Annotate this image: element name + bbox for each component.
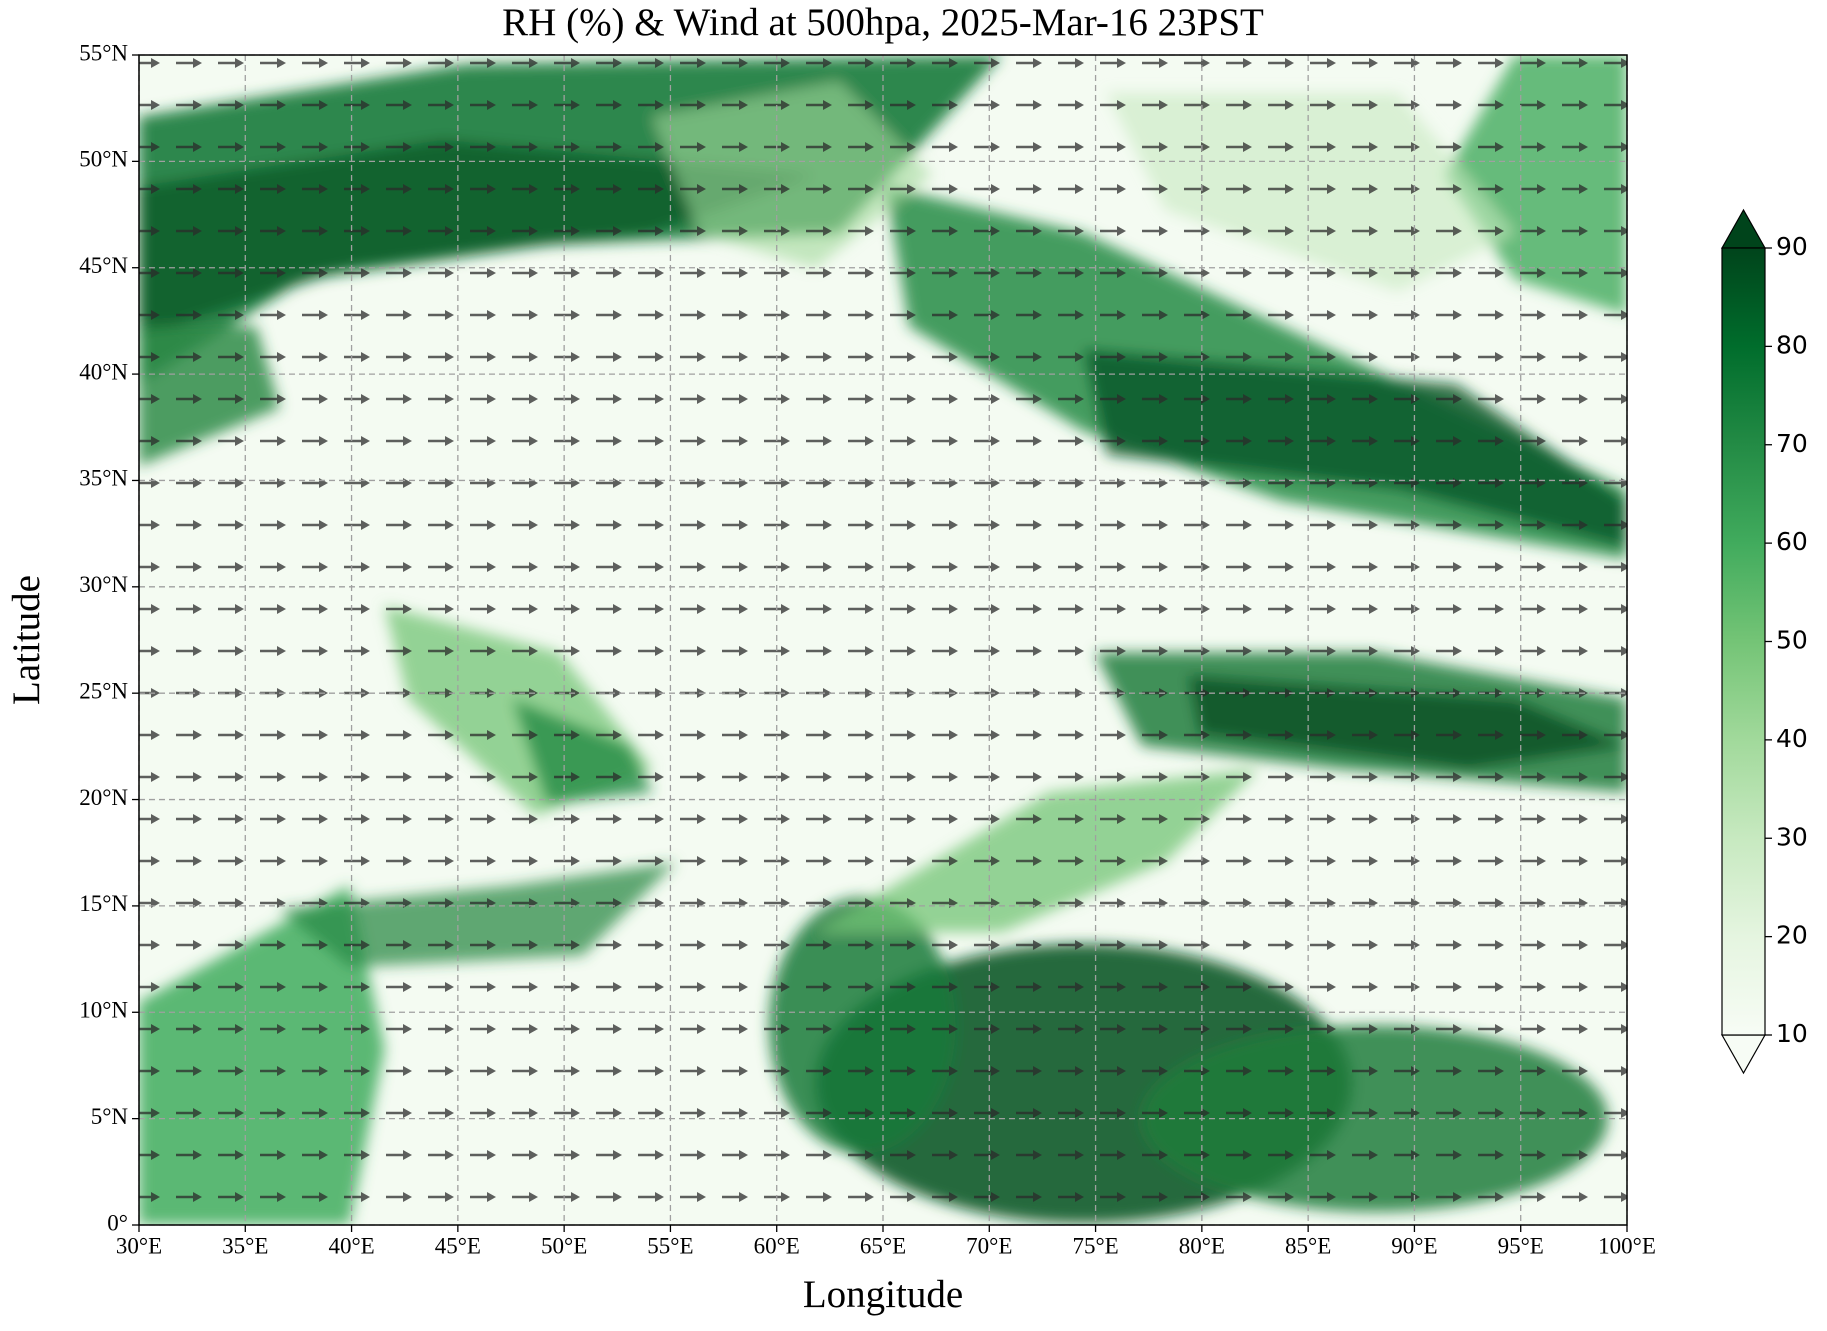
x-tick-label: 55°E bbox=[647, 1233, 693, 1258]
x-tick-label: 90°E bbox=[1391, 1233, 1437, 1258]
colorbar-body bbox=[1721, 247, 1766, 1036]
x-tick-label: 60°E bbox=[754, 1233, 800, 1258]
y-tick-label: 30°N bbox=[79, 572, 128, 597]
y-tick-label: 25°N bbox=[79, 678, 128, 703]
y-tick-label: 10°N bbox=[79, 998, 128, 1023]
colorbar-tick-label: 20 bbox=[1776, 921, 1808, 950]
x-axis-label: Longitude bbox=[803, 1273, 963, 1316]
y-axis-label: Latitude bbox=[5, 575, 48, 705]
y-tick-label: 40°N bbox=[79, 359, 128, 384]
colorbar-tick-label: 50 bbox=[1776, 626, 1808, 655]
x-tick-label: 30°E bbox=[116, 1233, 162, 1258]
x-tick-label: 85°E bbox=[1285, 1233, 1331, 1258]
colorbar-tick-label: 90 bbox=[1776, 232, 1808, 261]
colorbar-tick-label: 70 bbox=[1776, 429, 1808, 458]
x-tick-label: 70°E bbox=[966, 1233, 1012, 1258]
y-tick-label: 45°N bbox=[79, 253, 128, 278]
x-tick-label: 35°E bbox=[222, 1233, 268, 1258]
colorbar: 10 20 30 40 50 60 70 80 90 bbox=[1720, 208, 1808, 1075]
x-tick-label: 50°E bbox=[541, 1233, 587, 1258]
x-tick-label: 40°E bbox=[328, 1233, 374, 1258]
x-tick-label: 95°E bbox=[1498, 1233, 1544, 1258]
x-tick-label: 100°E bbox=[1598, 1233, 1656, 1258]
colorbar-tick-label: 40 bbox=[1776, 724, 1808, 753]
y-tick-label: 35°N bbox=[79, 466, 128, 491]
colorbar-tick-label: 80 bbox=[1776, 330, 1808, 359]
x-tick-label: 80°E bbox=[1179, 1233, 1225, 1258]
x-tick-label: 75°E bbox=[1072, 1233, 1118, 1258]
axes: 30°E 35°E 40°E 45°E 50°E 55°E 60°E 65°E 70°E 75°E… bbox=[79, 40, 1656, 1258]
colorbar-tick-label: 30 bbox=[1776, 822, 1808, 851]
colorbar-tick-label: 60 bbox=[1776, 527, 1808, 556]
y-tick-label: 0° bbox=[107, 1210, 128, 1235]
x-tick-label: 45°E bbox=[435, 1233, 481, 1258]
x-tick-label: 65°E bbox=[860, 1233, 906, 1258]
y-tick-label: 50°N bbox=[79, 147, 128, 172]
y-tick-label: 15°N bbox=[79, 891, 128, 916]
colorbar-tick-label: 10 bbox=[1776, 1019, 1808, 1048]
chart-title: RH (%) & Wind at 500hpa, 2025-Mar-16 23P… bbox=[502, 1, 1264, 44]
y-tick-label: 20°N bbox=[79, 785, 128, 810]
y-tick-label: 55°N bbox=[79, 40, 128, 65]
y-tick-label: 5°N bbox=[91, 1104, 129, 1129]
